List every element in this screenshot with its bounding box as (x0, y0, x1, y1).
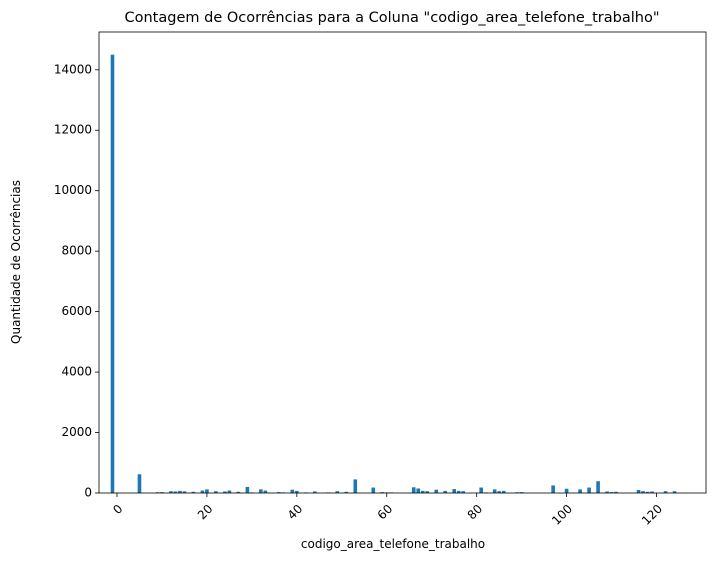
bar (178, 490, 182, 493)
x-tick-label: 20 (195, 502, 216, 523)
bar (371, 487, 376, 493)
y-tick-label: 2000 (61, 425, 92, 439)
x-tick-label: 0 (110, 502, 125, 517)
bar (259, 489, 263, 493)
bar (223, 491, 227, 493)
bar (672, 491, 677, 493)
bar (452, 489, 457, 493)
bar (650, 491, 654, 493)
bar (335, 491, 340, 493)
bar (497, 491, 501, 493)
bar (443, 490, 448, 493)
y-tick-label: 0 (84, 486, 92, 500)
bar (501, 490, 506, 493)
bar (263, 490, 268, 493)
bar (411, 487, 416, 493)
y-tick-label: 12000 (54, 123, 92, 137)
bar (313, 491, 317, 493)
bar (578, 489, 582, 493)
bar (353, 479, 358, 493)
chart-title: Contagem de Ocorrências para a Coluna "c… (125, 10, 660, 26)
x-tick-label: 100 (549, 502, 575, 528)
bar (492, 489, 497, 493)
bar (137, 474, 142, 493)
bar (295, 490, 299, 493)
bar (416, 488, 421, 493)
x-axis-ticks: 0 20 40 60 80 100 120 (110, 493, 665, 528)
y-tick-label: 14000 (54, 62, 92, 76)
bar (214, 491, 218, 493)
bar (420, 490, 425, 493)
bar (173, 491, 178, 493)
bar (614, 491, 618, 493)
bar (380, 492, 385, 493)
bar (344, 491, 349, 493)
bar (182, 491, 187, 493)
bar (564, 488, 569, 493)
bar (587, 487, 591, 493)
bar (596, 481, 600, 493)
bar (169, 491, 173, 493)
bar (425, 491, 430, 493)
bar (200, 490, 205, 493)
bar (160, 492, 164, 493)
bar (456, 490, 461, 493)
bar (434, 489, 439, 493)
bar (636, 489, 641, 493)
y-axis-label: Quantidade de Ocorrências (9, 180, 23, 344)
bar (110, 54, 115, 494)
bar (277, 492, 281, 493)
bar (519, 492, 524, 493)
x-tick-label: 120 (639, 502, 665, 528)
y-tick-label: 6000 (61, 304, 92, 318)
bar (605, 491, 609, 493)
bar (236, 491, 241, 493)
bars-group (110, 54, 677, 494)
x-tick-label: 60 (375, 502, 396, 523)
bar (645, 491, 650, 493)
bar (245, 486, 250, 493)
plot-frame (98, 31, 707, 494)
y-axis-ticks: 0 2000 4000 6000 8000 10000 12000 14000 (54, 62, 99, 500)
bar (641, 491, 645, 493)
bar (191, 491, 196, 493)
bar (551, 485, 555, 493)
x-axis-label: codigo_area_telefone_trabalho (301, 537, 485, 551)
y-tick-label: 4000 (61, 365, 92, 379)
bar (205, 489, 209, 493)
bar (663, 491, 668, 493)
y-tick-label: 10000 (54, 183, 92, 197)
bar (227, 490, 232, 493)
bar (290, 489, 295, 493)
y-tick-label: 8000 (61, 244, 92, 258)
x-tick-label: 40 (285, 502, 306, 523)
bar (461, 491, 465, 493)
bar (609, 492, 614, 493)
x-tick-label: 80 (465, 502, 486, 523)
bar (479, 487, 483, 493)
